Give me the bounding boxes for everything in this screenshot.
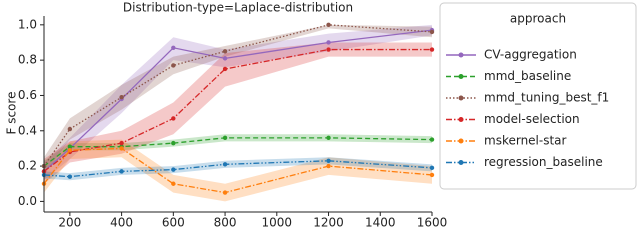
data-point [119, 146, 124, 151]
data-point [222, 135, 228, 141]
legend-label: mskernel-star [484, 134, 567, 148]
confidence-band [44, 139, 432, 202]
y-tick-label: 0.8 [18, 53, 37, 67]
data-point [222, 162, 228, 167]
y-tick-label: 1.0 [18, 17, 37, 31]
x-tick-label: 600 [162, 216, 185, 228]
data-point [326, 22, 331, 28]
data-point [119, 169, 124, 174]
confidence-band [44, 134, 432, 172]
y-tick-label: 0.2 [18, 159, 37, 173]
legend-label: regression_baseline [484, 155, 603, 169]
chart: Distribution-type=Laplace-distribution F… [5, 1, 637, 228]
confidence-band [44, 157, 432, 181]
x-tick-label: 400 [110, 216, 133, 228]
x-tick-label: 1600 [417, 216, 448, 228]
y-tick-label: 0.6 [18, 88, 37, 102]
data-point [171, 140, 176, 146]
data-point [222, 56, 228, 61]
x-tick-label: 1000 [262, 216, 293, 228]
data-point [171, 181, 176, 186]
x-tick-label: 1200 [313, 216, 344, 228]
x-tick-label: 800 [214, 216, 237, 228]
legend-label: CV-aggregation [484, 48, 577, 62]
y-tick-label: 0.0 [18, 194, 37, 208]
data-point [119, 95, 124, 100]
legend-label: mmd_tuning_best_f1 [484, 91, 609, 105]
data-point [67, 144, 73, 149]
data-point [67, 126, 73, 132]
data-point [326, 40, 331, 45]
legend-marker [458, 74, 464, 79]
data-point [171, 116, 176, 121]
legend-box [439, 2, 637, 190]
legend-marker [458, 138, 464, 144]
data-point [326, 135, 331, 141]
legend-label: mmd_baseline [484, 69, 571, 83]
data-point [67, 174, 73, 179]
legend-label: model-selection [484, 112, 580, 126]
data-point [429, 29, 435, 35]
data-point [429, 47, 435, 52]
data-point [222, 66, 228, 72]
data-point [429, 137, 435, 142]
data-point [429, 172, 435, 178]
data-point [222, 49, 228, 54]
confidence-band [44, 42, 432, 184]
x-tick-label: 1400 [365, 216, 396, 228]
x-tick-label: 200 [58, 216, 81, 228]
legend-marker [458, 117, 464, 122]
data-point [171, 63, 176, 68]
legend-title: approach [510, 12, 566, 26]
data-point [67, 147, 73, 153]
data-point [171, 167, 176, 172]
data-point [222, 190, 228, 195]
legend-marker [458, 95, 464, 101]
y-axis-label: F score [5, 92, 19, 135]
data-point [326, 47, 331, 52]
data-point [326, 163, 331, 169]
data-point [119, 140, 124, 146]
y-tick-label: 0.4 [18, 123, 37, 137]
legend-marker [458, 52, 464, 58]
legend-marker [458, 160, 464, 165]
chart-title: Distribution-type=Laplace-distribution [123, 1, 353, 15]
data-point [326, 158, 331, 163]
data-point [429, 165, 435, 171]
data-point [171, 45, 176, 50]
